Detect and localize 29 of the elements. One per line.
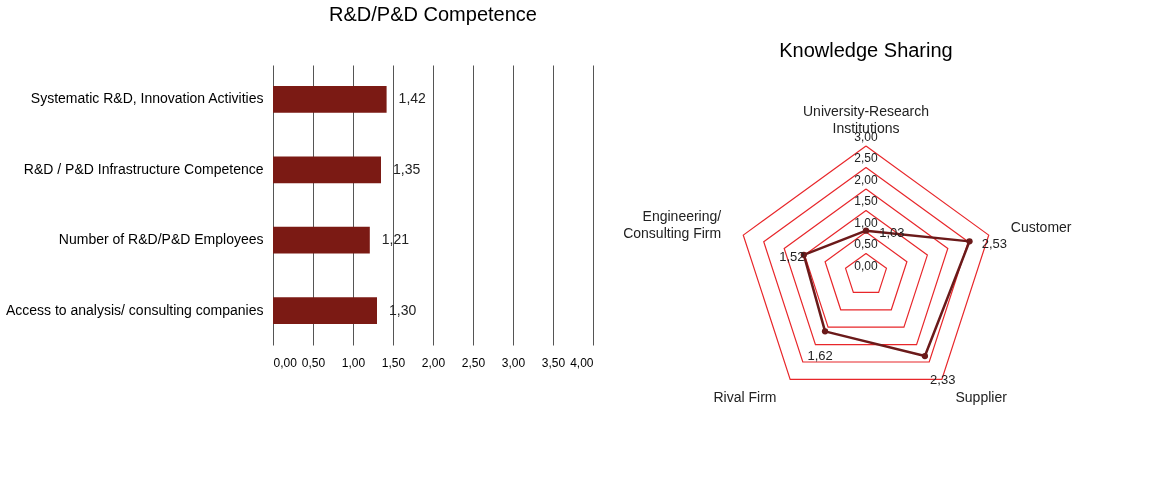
x-tick-label: 3,00	[501, 355, 526, 370]
x-tick-label: 2,50	[461, 355, 486, 370]
y-tick-label: Systematic R&D, Innovation Activities	[30, 90, 264, 107]
spoke-label: Supplier	[955, 389, 1008, 406]
spoke-label: Customer	[1010, 218, 1072, 235]
x-tick-label: 1,50	[381, 355, 406, 370]
y-tick-label: Number of R&D/P&D Employees	[58, 231, 264, 248]
y-tick-label: R&D / P&D Infrastructure Competence	[23, 160, 264, 177]
y-tick-label: 1,50	[854, 194, 878, 209]
spoke-label: Rival Firm	[713, 389, 777, 406]
x-tick-label: 0,00	[273, 355, 298, 370]
data-label: 1,42	[398, 90, 427, 107]
data-label: 1,35	[393, 160, 421, 177]
chart-title: Knowledge Sharing	[779, 39, 953, 61]
x-tick-label: 2,00	[421, 355, 446, 370]
y-tick-label: Access to analysis/ consulting companies	[5, 301, 264, 318]
y-tick-label: 0,00	[854, 259, 878, 273]
data-label: 1,62	[807, 347, 833, 363]
chart-title: R&D/P&D Competence	[329, 3, 537, 25]
y-tick-label: 2,50	[854, 151, 878, 166]
y-tick-label: 0,50	[854, 237, 878, 252]
data-label: 2,33	[930, 372, 956, 388]
y-tick-label: 1,00	[854, 215, 878, 230]
y-tick-label: 2,00	[854, 172, 878, 187]
spoke-label: Engineering/ Consulting Firm	[623, 208, 722, 242]
x-tick-label: 1,00	[341, 355, 366, 370]
x-tick-label: 4,00	[570, 355, 594, 370]
x-tick-label: 3,50	[541, 355, 566, 370]
x-tick-label: 0,50	[301, 355, 326, 370]
